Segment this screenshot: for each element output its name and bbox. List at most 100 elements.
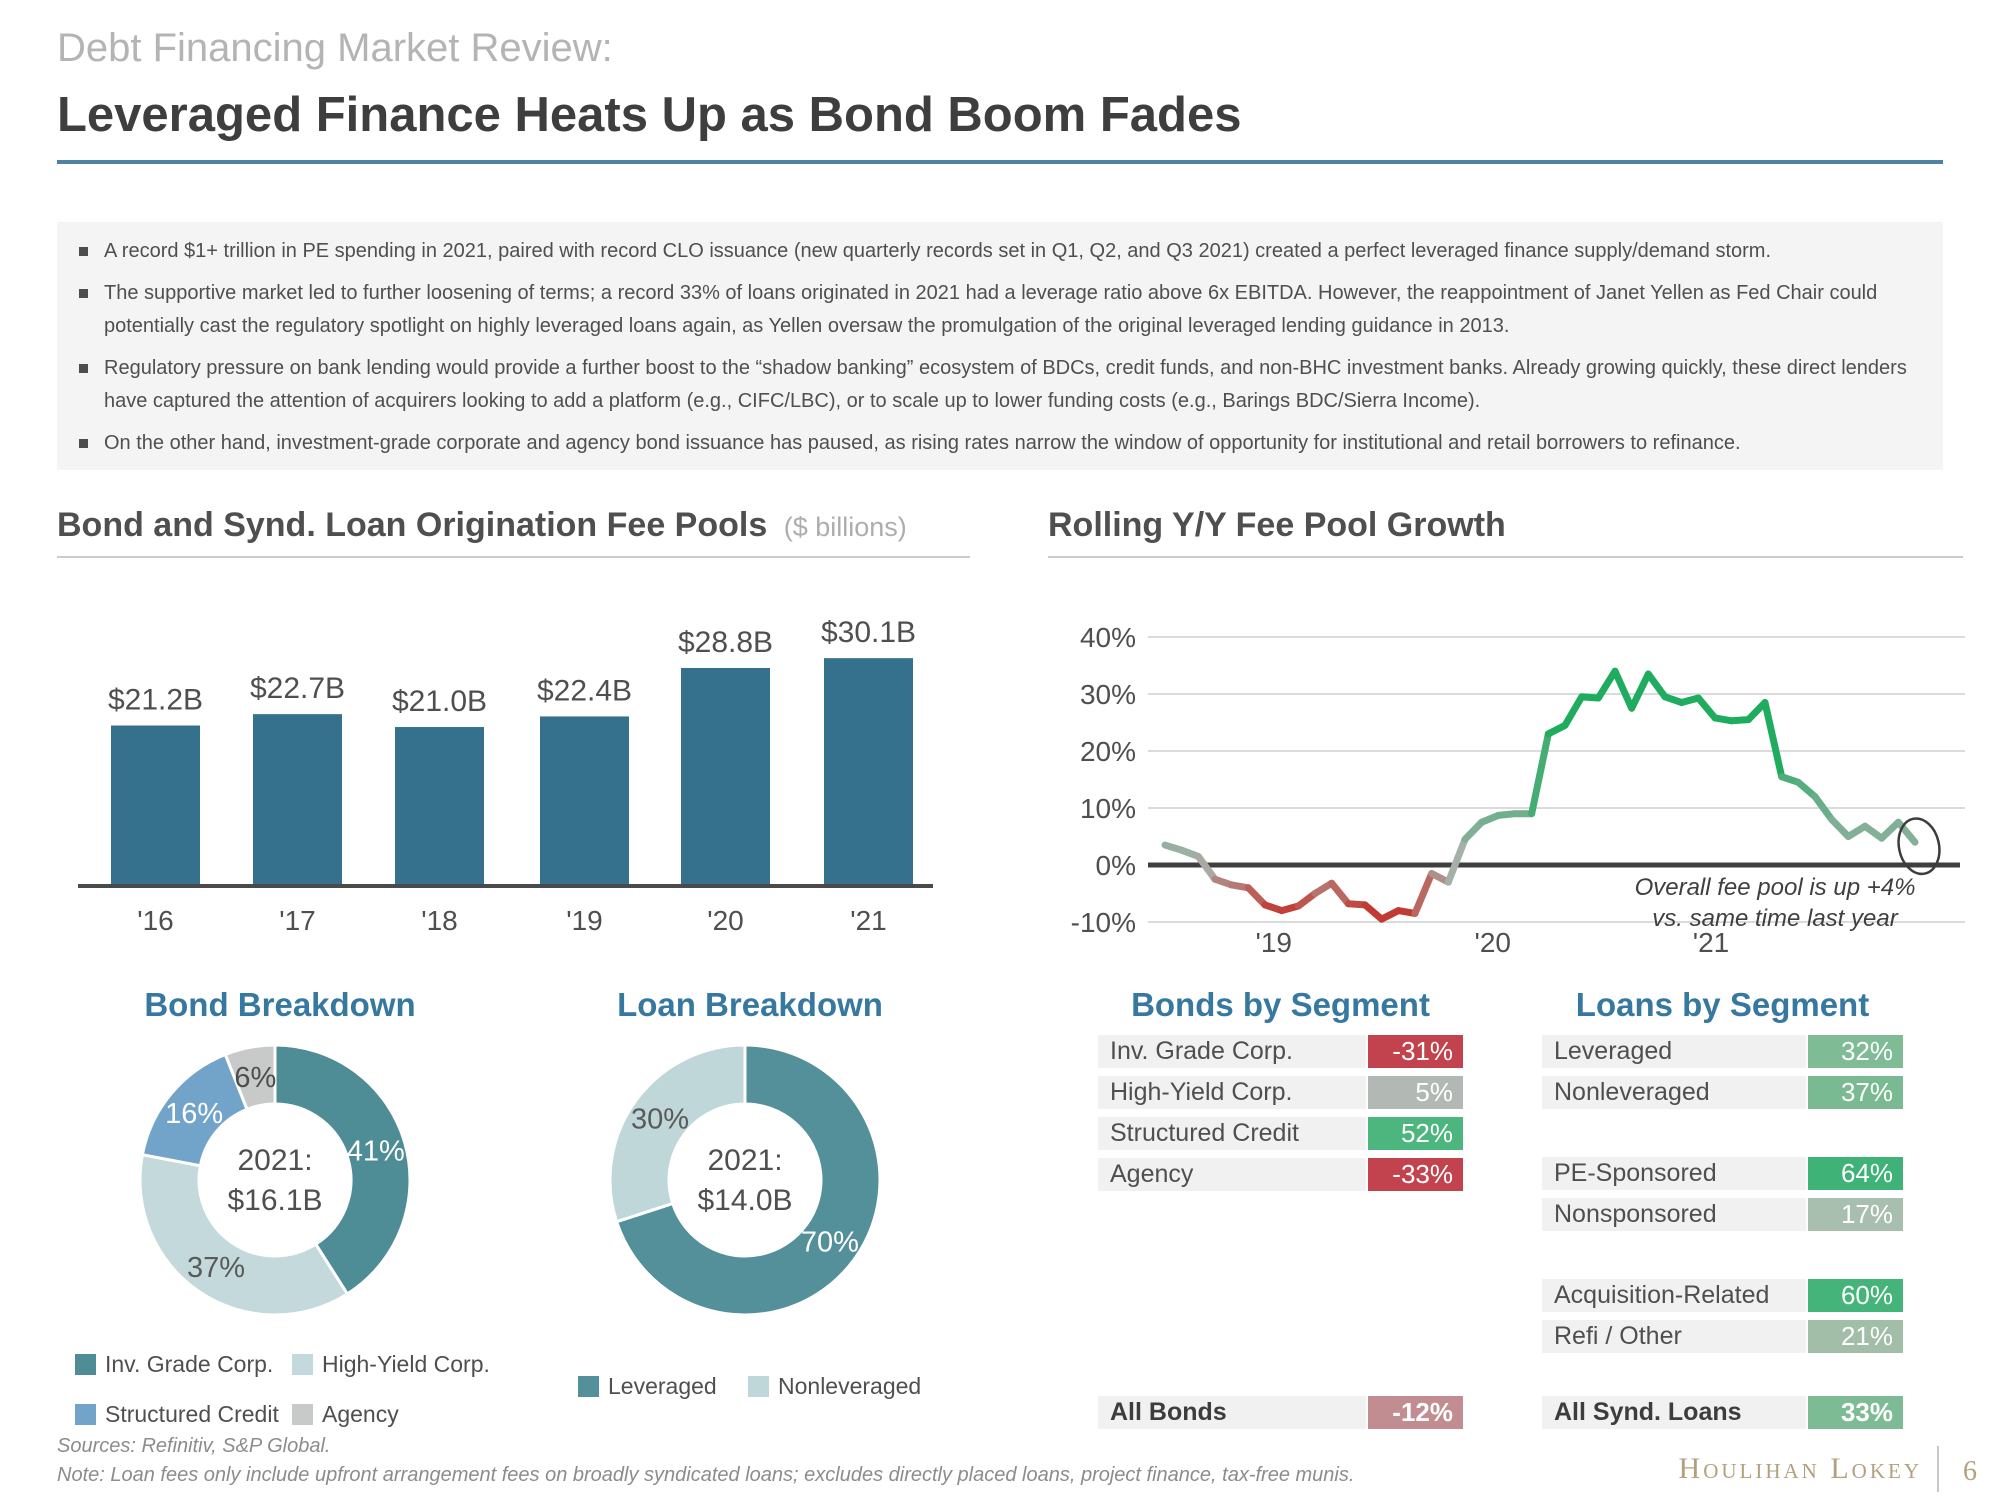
legend-item: High-Yield Corp.	[292, 1350, 490, 1377]
bar-chart-title-row: Bond and Synd. Loan Origination Fee Pool…	[57, 506, 907, 545]
bar	[681, 667, 770, 886]
segment-label: All Synd. Loans	[1542, 1396, 1806, 1429]
bar	[540, 716, 629, 886]
sources-note: Sources: Refinitiv, S&P Global.	[57, 1435, 331, 1457]
segment-label: All Bonds	[1098, 1396, 1366, 1429]
segment-value: -31%	[1368, 1035, 1463, 1068]
trend-line-segment	[1444, 835, 1469, 886]
donut-slice	[608, 1043, 747, 1224]
legend-swatch	[292, 1353, 313, 1375]
line-chart-annotation: Overall fee pool is up +4% vs. same time…	[1550, 872, 2000, 934]
trend-line-segment	[1811, 793, 1836, 823]
segment-row: PE-Sponsored 64%	[1542, 1157, 1903, 1190]
bar	[824, 658, 913, 886]
legend-label: Leveraged	[608, 1372, 717, 1399]
donut-center-label: 2021:	[237, 1144, 312, 1177]
bar-category-label: '17	[279, 905, 316, 936]
endpoint-circle-annotation	[1897, 817, 1941, 876]
page-title: Leveraged Finance Heats Up as Bond Boom …	[57, 88, 1242, 142]
segment-value: 60%	[1808, 1279, 1903, 1312]
donut-slice-label: 37%	[187, 1252, 245, 1284]
trend-line-segment	[1411, 870, 1436, 917]
bar-category-label: '18	[421, 905, 458, 936]
segment-row: Nonsponsored 17%	[1542, 1198, 1903, 1231]
donut-center-value: $16.1B	[227, 1184, 322, 1217]
legend-swatch	[748, 1375, 769, 1397]
bar-category-label: '16	[137, 905, 174, 936]
bullet-item-3: Regulatory pressure on bank lending woul…	[79, 352, 1915, 418]
bar-value-label: $30.1B	[821, 616, 916, 649]
segment-value: 5%	[1368, 1076, 1463, 1109]
trend-line-segment	[1328, 879, 1352, 908]
slide-kicker: Debt Financing Market Review:	[57, 26, 613, 70]
segment-row: Acquisition-Related 60%	[1542, 1279, 1903, 1312]
trend-line-segment	[1694, 694, 1719, 722]
legend-item: Leveraged	[578, 1372, 717, 1399]
x-axis-tick-label: '20	[1475, 927, 1512, 958]
donut-slice-label: 30%	[631, 1103, 689, 1135]
segment-row: Nonleveraged 37%	[1542, 1076, 1903, 1109]
bar	[253, 714, 342, 886]
segment-value: 32%	[1808, 1035, 1903, 1068]
legend-swatch	[578, 1375, 599, 1397]
bullet-text: Regulatory pressure on bank lending woul…	[104, 357, 1907, 412]
bar-category-label: '20	[707, 905, 744, 936]
bar-chart-subtitle: ($ billions)	[783, 512, 907, 542]
bar-chart-title: Bond and Synd. Loan Origination Fee Pool…	[57, 506, 768, 544]
segment-label: Structured Credit	[1098, 1117, 1366, 1150]
houlihan-lokey-logo: Houlihan Lokey	[1678, 1452, 1922, 1485]
bar-chart-title-rule	[57, 556, 970, 558]
bar	[395, 727, 484, 886]
bond-breakdown-title: Bond Breakdown	[144, 986, 416, 1023]
footer-divider	[1937, 1446, 1939, 1492]
loan-breakdown-donut-chart: 70% 30% 2021: $14.0B	[608, 1043, 882, 1317]
donut-slice	[273, 1043, 412, 1297]
segment-label: Nonsponsored	[1542, 1198, 1806, 1231]
segment-value: 17%	[1808, 1198, 1903, 1231]
segment-label: Inv. Grade Corp.	[1098, 1035, 1366, 1068]
donut-slice-label: 16%	[165, 1098, 223, 1130]
y-axis-tick-label: 30%	[1080, 679, 1136, 710]
segment-value: 21%	[1808, 1320, 1903, 1353]
bar-value-label: $21.0B	[392, 685, 487, 718]
trend-line-segment	[1761, 699, 1786, 781]
y-axis-tick-label: 10%	[1080, 793, 1136, 824]
trend-line-segment	[1628, 670, 1652, 712]
trend-line-segment	[1361, 901, 1386, 923]
segment-row: Inv. Grade Corp. -31%	[1098, 1035, 1463, 1068]
trend-line-segment	[1244, 884, 1269, 909]
trend-line-segment	[1194, 852, 1219, 883]
bullet-marker	[79, 439, 88, 448]
segment-row: Structured Credit 52%	[1098, 1117, 1463, 1150]
trend-line-segment	[1794, 778, 1819, 801]
bullet-marker	[79, 289, 88, 298]
trend-line-segment	[1594, 667, 1619, 702]
x-axis-tick-label: '21	[1693, 927, 1730, 958]
segment-row: High-Yield Corp. 5%	[1098, 1076, 1463, 1109]
summary-bullets-panel: A record $1+ trillion in PE spending in …	[57, 222, 1943, 470]
legend-item: Agency	[292, 1400, 399, 1427]
segment-row: Agency -33%	[1098, 1158, 1463, 1191]
bullet-marker	[79, 364, 88, 373]
legend-label: High-Yield Corp.	[322, 1350, 490, 1377]
bullet-marker	[79, 247, 88, 256]
bullet-item-1: A record $1+ trillion in PE spending in …	[79, 235, 1915, 268]
donut-slice	[614, 1043, 882, 1317]
loans-by-segment-table: Leveraged 32% Nonleveraged 37% PE-Sponsored 6…	[1542, 1035, 1903, 1435]
segment-label: PE-Sponsored	[1542, 1157, 1806, 1190]
segment-total-row: All Bonds -12%	[1098, 1396, 1463, 1429]
legend-swatch	[75, 1353, 96, 1375]
trend-line-segment	[1878, 818, 1902, 842]
legend-label: Inv. Grade Corp.	[105, 1350, 274, 1377]
segment-label: High-Yield Corp.	[1098, 1076, 1366, 1109]
segment-value: 64%	[1808, 1157, 1903, 1190]
legend-label: Agency	[322, 1400, 399, 1427]
y-axis-tick-label: 40%	[1080, 622, 1136, 653]
segment-label: Leveraged	[1542, 1035, 1806, 1068]
segment-row: Refi / Other 21%	[1542, 1320, 1903, 1353]
bonds-by-segment-table: Inv. Grade Corp. -31% High-Yield Corp. 5% St…	[1098, 1035, 1463, 1435]
bullet-text: On the other hand, investment-grade corp…	[104, 432, 1741, 454]
donut-center-value: $14.0B	[697, 1184, 792, 1217]
segment-row: Leveraged 32%	[1542, 1035, 1903, 1068]
y-axis-tick-label: -10%	[1071, 907, 1136, 938]
